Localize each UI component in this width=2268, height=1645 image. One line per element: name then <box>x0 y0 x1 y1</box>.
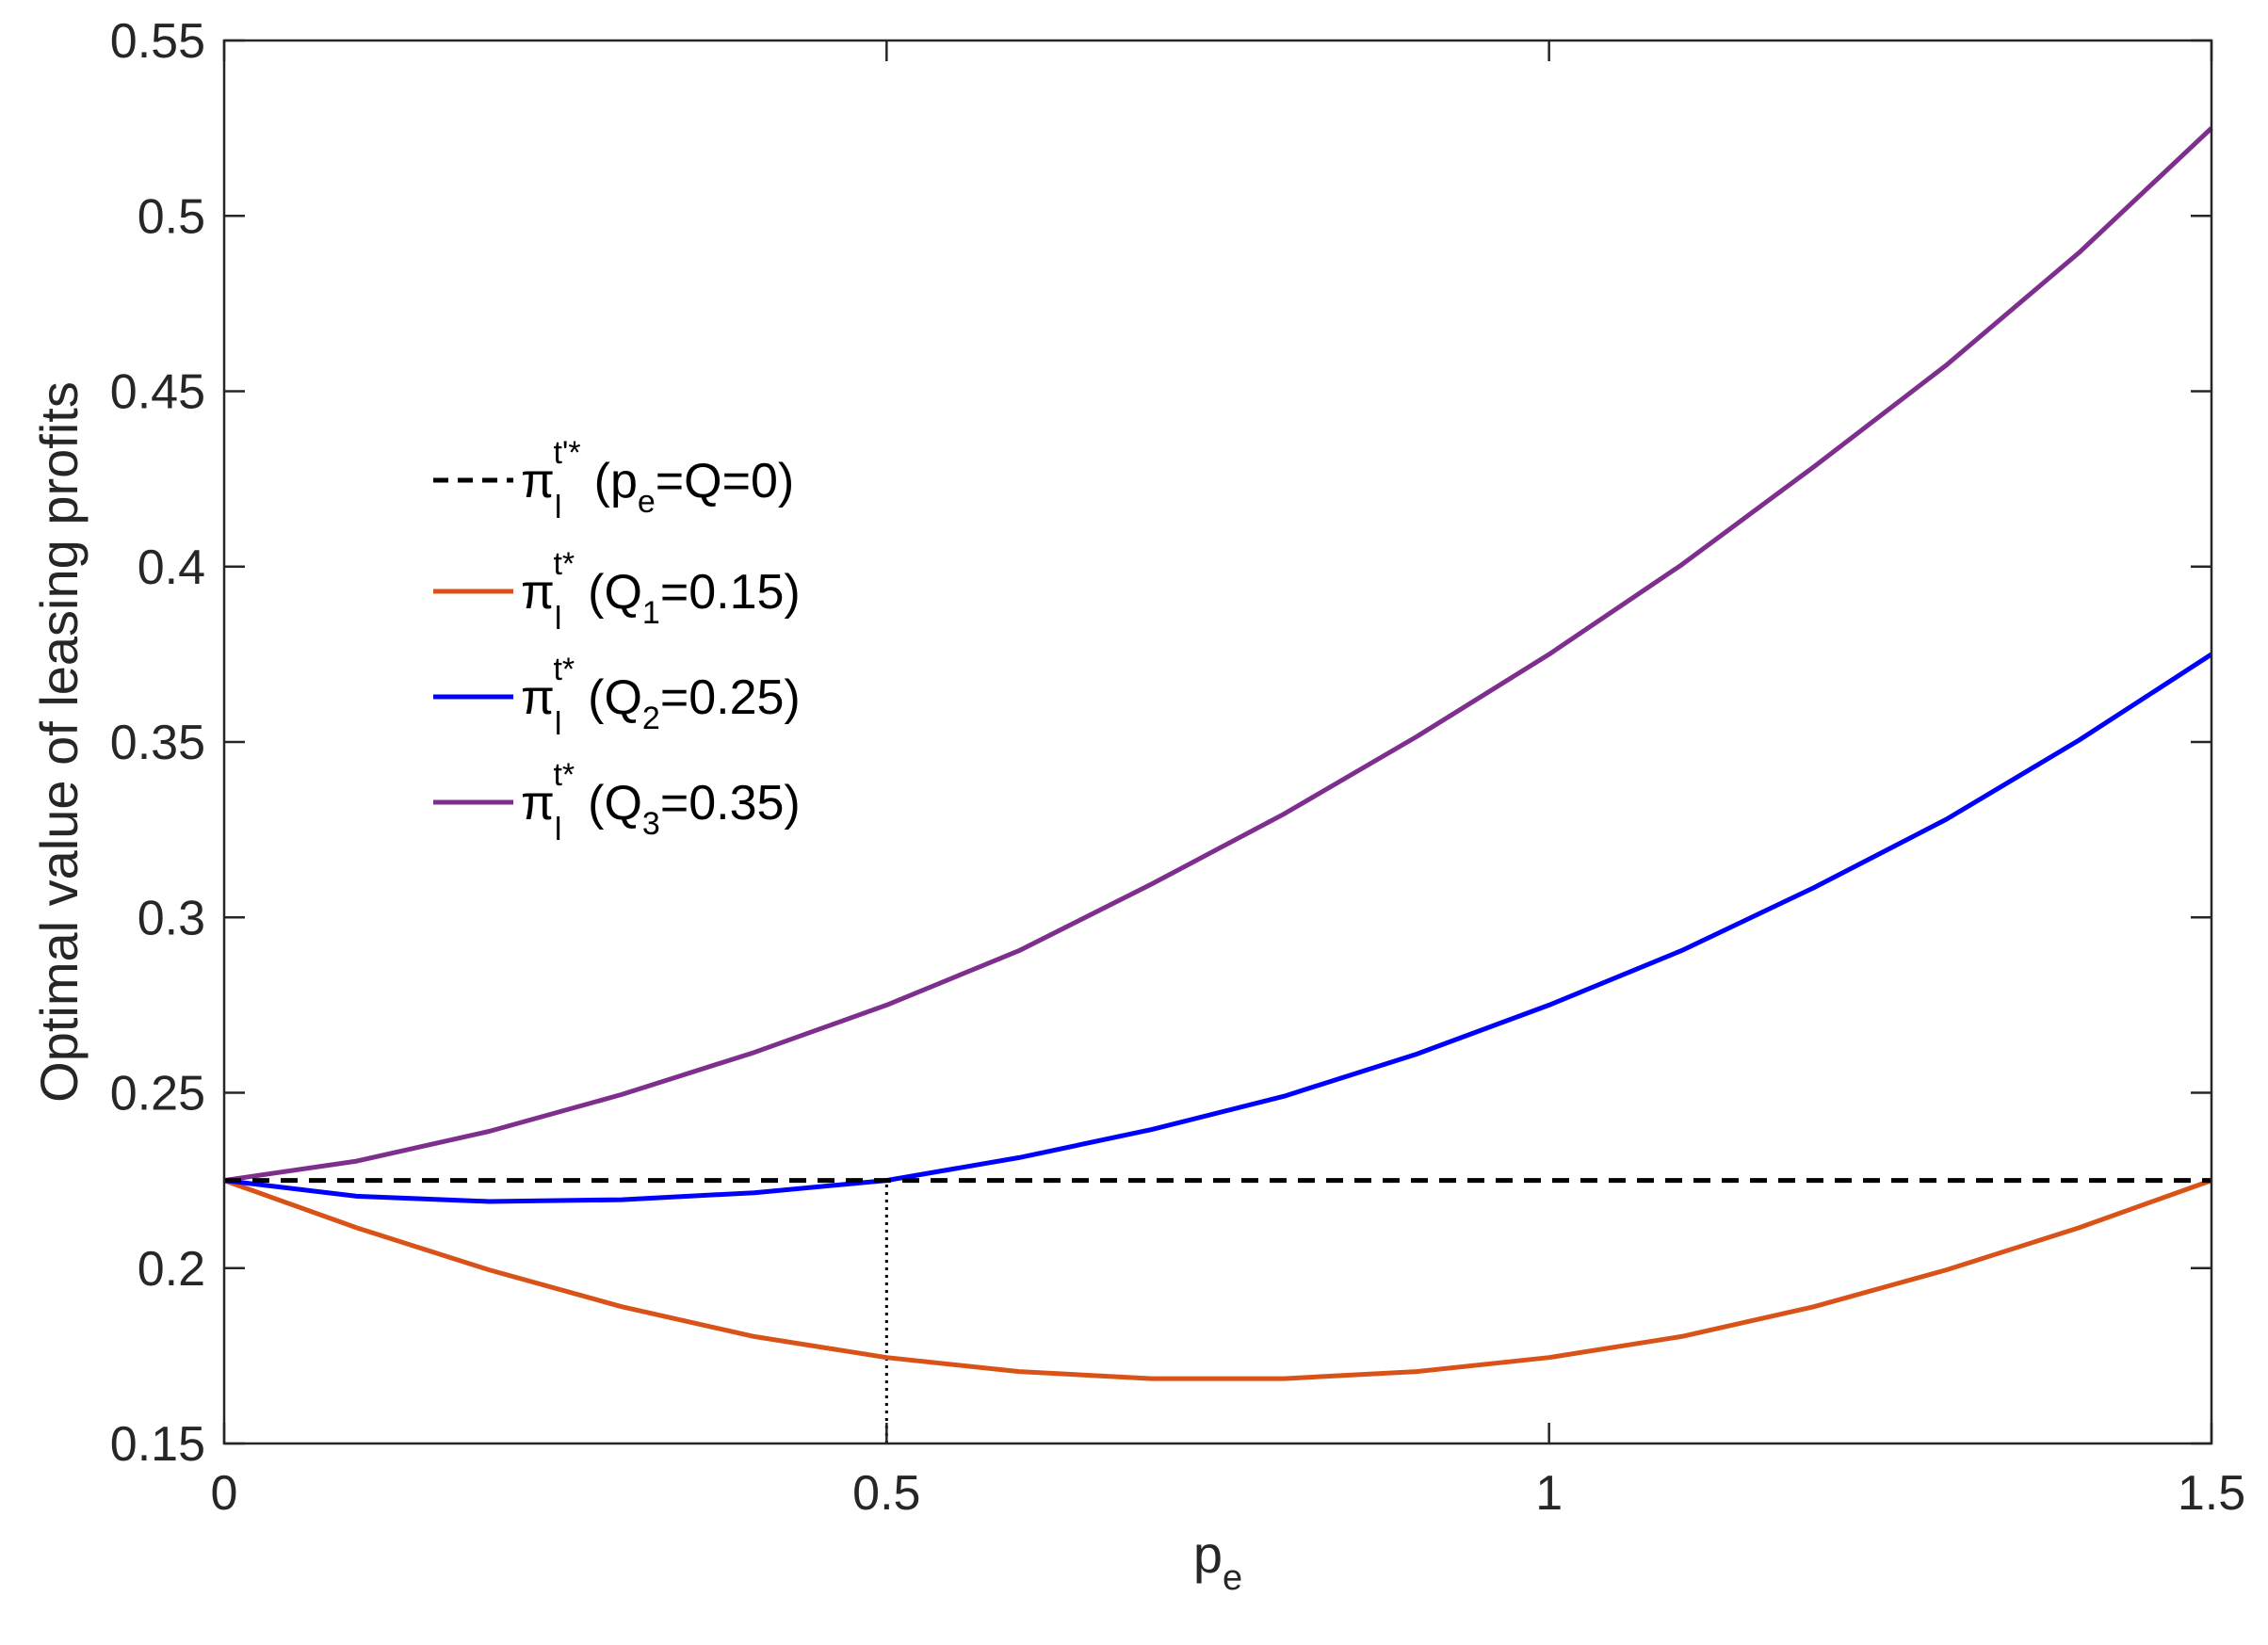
y-tick-label: 0.4 <box>138 540 205 595</box>
legend-var-sub: 2 <box>642 701 660 736</box>
x-axis-label-main: p <box>1193 1524 1223 1584</box>
legend-var-sub: 3 <box>642 806 660 842</box>
legend-rest: =0.35) <box>660 776 801 831</box>
legend-var: Q <box>604 670 641 725</box>
legend-rest: =0.25) <box>660 670 801 725</box>
y-tick-label: 0.45 <box>110 365 205 420</box>
legend-symbol-sup: t* <box>553 652 575 687</box>
legend-symbol-sub: l <box>555 706 562 742</box>
legend-paren: ( <box>594 454 611 508</box>
legend: πlt'*(pe=Q=0)πlt*(Q1=0.15)πlt*(Q2=0.25)π… <box>433 435 801 847</box>
legend-symbol-sub: l <box>555 812 562 847</box>
legend-symbol-sub: l <box>555 490 562 525</box>
legend-entry-0: πl t'* (pe=Q=0) <box>433 435 794 525</box>
x-axis-label: pe <box>1193 1524 1242 1598</box>
legend-symbol-sub: l <box>555 601 562 637</box>
legend-var: Q <box>604 565 641 620</box>
legend-paren: ( <box>588 565 605 620</box>
x-tick-label: 1 <box>1535 1466 1563 1521</box>
y-tick-label: 0.5 <box>138 189 205 244</box>
legend-var-sub: e <box>638 484 656 520</box>
x-tick-label: 0.5 <box>852 1466 920 1521</box>
series-line-3 <box>223 126 2213 1184</box>
legend-var: p <box>610 454 638 508</box>
legend-symbol: π <box>521 776 555 831</box>
legend-symbol-sup: t* <box>553 757 575 793</box>
legend-entry-1: πl t* (Q1=0.15) <box>433 546 801 637</box>
legend-symbol: π <box>521 565 555 620</box>
legend-symbol-sup: t* <box>553 546 575 582</box>
legend-rest: =0.15) <box>660 565 801 620</box>
legend-var-sub: 1 <box>642 595 660 631</box>
legend-var: Q <box>604 776 641 831</box>
y-tick-label: 0.35 <box>110 716 205 770</box>
x-tick-label: 1.5 <box>2178 1466 2245 1521</box>
x-tick-label: 0 <box>211 1466 238 1521</box>
y-tick-label: 0.2 <box>138 1242 205 1297</box>
y-tick-label: 0.25 <box>110 1067 205 1121</box>
legend-label: πl t* (Q1=0.15) <box>521 546 801 637</box>
legend-entry-3: πl t* (Q3=0.35) <box>433 757 801 847</box>
y-tick-label: 0.3 <box>138 891 205 945</box>
y-tick-label: 0.55 <box>110 14 205 69</box>
y-axis-label: Optimal value of leasing profits <box>29 381 89 1103</box>
series-layer <box>223 126 2213 1381</box>
legend-symbol: π <box>521 670 555 725</box>
legend-paren: ( <box>588 776 605 831</box>
axes-layer: 0 0.5 1 1.5 0.15 0.2 0.25 0.3 0.35 0.4 0.45 0.5 0.55… <box>29 14 2245 1598</box>
legend-entry-2: πl t* (Q2=0.25) <box>433 652 801 742</box>
plot-background <box>224 40 2211 1443</box>
series-line-2 <box>223 652 2213 1204</box>
legend-symbol-sup: t'* <box>553 435 580 471</box>
x-axis-label-sub: e <box>1223 1558 1242 1598</box>
legend-paren: ( <box>588 670 605 725</box>
legend-label: πl t* (Q2=0.25) <box>521 652 801 742</box>
legend-rest: =Q=0) <box>656 454 794 508</box>
y-tick-label: 0.15 <box>110 1417 205 1472</box>
legend-label: πl t'* (pe=Q=0) <box>521 435 794 525</box>
legend-label: πl t* (Q3=0.35) <box>521 757 801 847</box>
legend-symbol: π <box>521 454 555 508</box>
plot-area <box>224 40 2211 1443</box>
series-line-1 <box>223 1178 2212 1381</box>
